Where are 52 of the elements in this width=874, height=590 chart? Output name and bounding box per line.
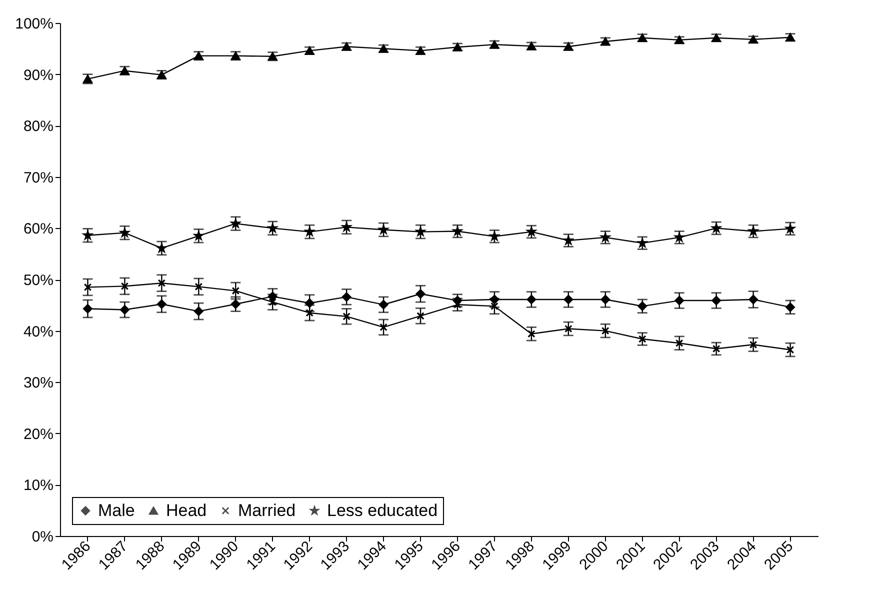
legend-label: Married: [238, 500, 296, 520]
y-tick-label: 30%: [23, 374, 54, 392]
y-tick-label: 50%: [23, 272, 54, 289]
point: [638, 302, 648, 311]
point: [675, 339, 684, 348]
point: [416, 289, 426, 299]
point: [712, 344, 720, 353]
point: [749, 340, 758, 349]
point: [304, 298, 314, 308]
point: [674, 296, 684, 306]
point: [194, 306, 204, 316]
point: [786, 302, 795, 312]
y-tick-label: 10%: [23, 477, 54, 494]
legend-label: Less educated: [327, 500, 438, 520]
point: [600, 294, 610, 304]
y-tick-label: 100%: [15, 16, 54, 32]
point: [490, 302, 498, 310]
point: [601, 326, 610, 335]
y-tick-label: 20%: [23, 426, 54, 443]
point: [712, 296, 721, 306]
y-tick-label: 0%: [32, 528, 54, 546]
point: [158, 279, 166, 287]
point: [564, 294, 574, 304]
y-tick-label: 70%: [23, 169, 54, 186]
point: [232, 286, 240, 295]
point: [120, 305, 130, 314]
point: [378, 300, 388, 310]
y-tick-label: 80%: [23, 118, 54, 136]
point: [268, 292, 278, 302]
point: [786, 346, 794, 354]
point: [564, 324, 572, 333]
point: [490, 294, 500, 304]
point: [194, 282, 203, 291]
point: [230, 299, 240, 309]
point: [748, 294, 758, 304]
y-tick-label: 90%: [23, 66, 54, 84]
y-tick-label: 40%: [23, 323, 54, 340]
y-tick-label: 60%: [23, 220, 54, 238]
legend-label: Male: [98, 500, 135, 520]
point: [528, 330, 536, 338]
point: [380, 323, 388, 332]
point: [416, 312, 424, 320]
legend-label: Head: [166, 500, 207, 520]
point: [342, 312, 350, 320]
point: [268, 298, 277, 306]
point: [342, 292, 352, 302]
point: [120, 282, 129, 290]
point: [526, 294, 536, 304]
point: [83, 304, 92, 314]
point: [157, 299, 166, 309]
point: [84, 283, 92, 292]
point: [638, 335, 646, 343]
